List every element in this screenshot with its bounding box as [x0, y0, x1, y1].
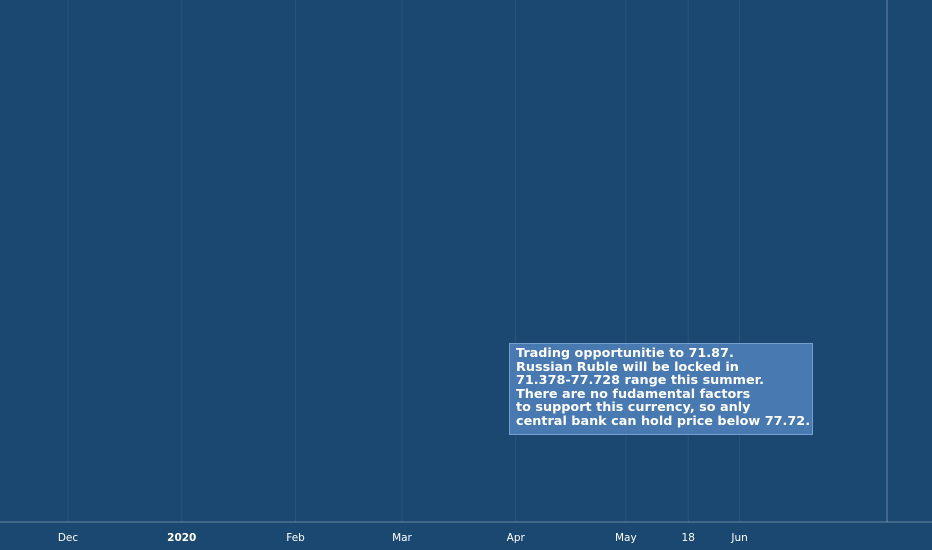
- x-tick-label: 18: [682, 532, 695, 544]
- annotation-line: There are no fudamental factors: [516, 386, 751, 402]
- annotation-line: Trading opportunitie to 71.87.: [516, 346, 734, 361]
- annotation-line: to support this currency, so anly: [516, 400, 751, 416]
- x-tick-label: Dec: [58, 532, 79, 544]
- x-tick-label: Feb: [286, 532, 305, 544]
- annotation-line: Russian Ruble will be locked in: [516, 359, 739, 375]
- grid-layer: [67, 0, 741, 522]
- x-tick-label: Apr: [507, 532, 526, 544]
- x-tick-label: Mar: [392, 532, 412, 544]
- annotation-line: central bank can hold price below 77.72.: [516, 413, 811, 429]
- x-tick-label: 2020: [167, 532, 196, 544]
- x-tick-label: May: [615, 532, 637, 544]
- x-tick-label: Jun: [730, 532, 747, 544]
- annotation-line: 71.378-77.728 range this summer.: [516, 373, 764, 389]
- annotation-box: Trading opportunitie to 71.87. Russian R…: [509, 343, 813, 435]
